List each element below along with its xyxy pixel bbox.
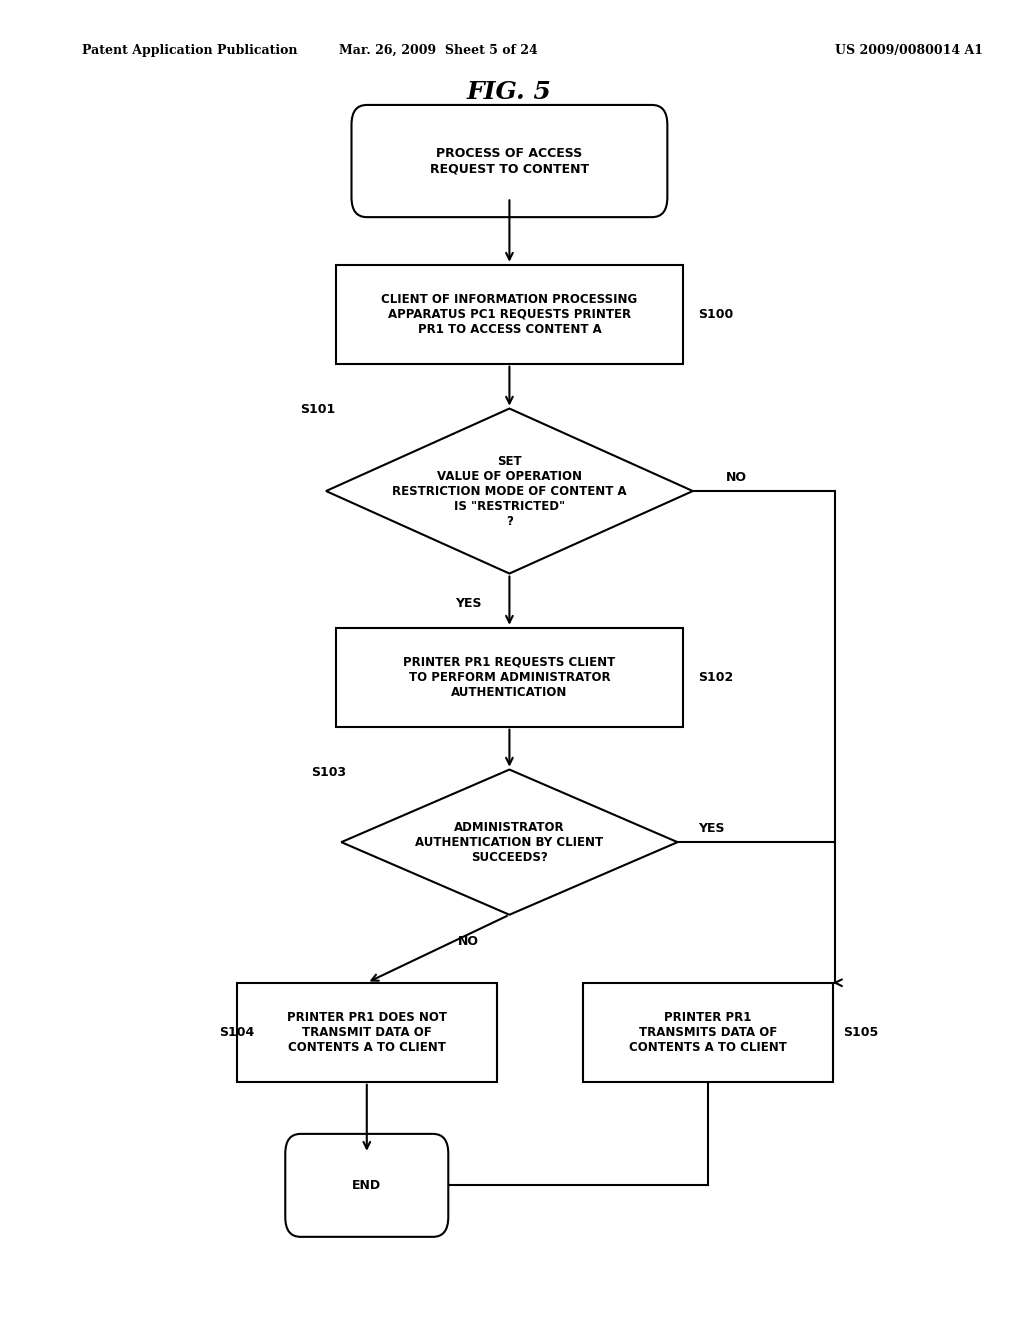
FancyBboxPatch shape bbox=[351, 106, 668, 216]
Text: PRINTER PR1 REQUESTS CLIENT
TO PERFORM ADMINISTRATOR
AUTHENTICATION: PRINTER PR1 REQUESTS CLIENT TO PERFORM A… bbox=[403, 656, 615, 698]
Polygon shape bbox=[341, 770, 678, 915]
Polygon shape bbox=[326, 409, 693, 573]
Bar bbox=[336, 628, 683, 726]
Text: S102: S102 bbox=[698, 671, 733, 684]
Bar bbox=[584, 982, 833, 1082]
Bar bbox=[237, 982, 497, 1082]
FancyBboxPatch shape bbox=[286, 1134, 449, 1237]
Bar bbox=[336, 264, 683, 363]
Text: S105: S105 bbox=[844, 1026, 879, 1039]
Text: Patent Application Publication: Patent Application Publication bbox=[82, 44, 297, 57]
Text: S103: S103 bbox=[310, 766, 346, 779]
Text: NO: NO bbox=[725, 471, 746, 484]
Text: FIG. 5: FIG. 5 bbox=[467, 81, 552, 104]
Text: END: END bbox=[352, 1179, 381, 1192]
Text: PRINTER PR1
TRANSMITS DATA OF
CONTENTS A TO CLIENT: PRINTER PR1 TRANSMITS DATA OF CONTENTS A… bbox=[629, 1011, 787, 1053]
Text: ADMINISTRATOR
AUTHENTICATION BY CLIENT
SUCCEEDS?: ADMINISTRATOR AUTHENTICATION BY CLIENT S… bbox=[416, 821, 603, 863]
Text: SET
VALUE OF OPERATION
RESTRICTION MODE OF CONTENT A
IS "RESTRICTED"
?: SET VALUE OF OPERATION RESTRICTION MODE … bbox=[392, 454, 627, 528]
Text: S100: S100 bbox=[698, 308, 733, 321]
Text: YES: YES bbox=[698, 822, 724, 836]
Text: NO: NO bbox=[458, 935, 479, 948]
Text: S104: S104 bbox=[219, 1026, 254, 1039]
Text: YES: YES bbox=[456, 597, 482, 610]
Text: PRINTER PR1 DOES NOT
TRANSMIT DATA OF
CONTENTS A TO CLIENT: PRINTER PR1 DOES NOT TRANSMIT DATA OF CO… bbox=[287, 1011, 446, 1053]
Text: US 2009/0080014 A1: US 2009/0080014 A1 bbox=[836, 44, 983, 57]
Text: Mar. 26, 2009  Sheet 5 of 24: Mar. 26, 2009 Sheet 5 of 24 bbox=[339, 44, 538, 57]
Text: CLIENT OF INFORMATION PROCESSING
APPARATUS PC1 REQUESTS PRINTER
PR1 TO ACCESS CO: CLIENT OF INFORMATION PROCESSING APPARAT… bbox=[381, 293, 638, 335]
Text: PROCESS OF ACCESS
REQUEST TO CONTENT: PROCESS OF ACCESS REQUEST TO CONTENT bbox=[430, 147, 589, 176]
Text: S101: S101 bbox=[301, 403, 336, 416]
